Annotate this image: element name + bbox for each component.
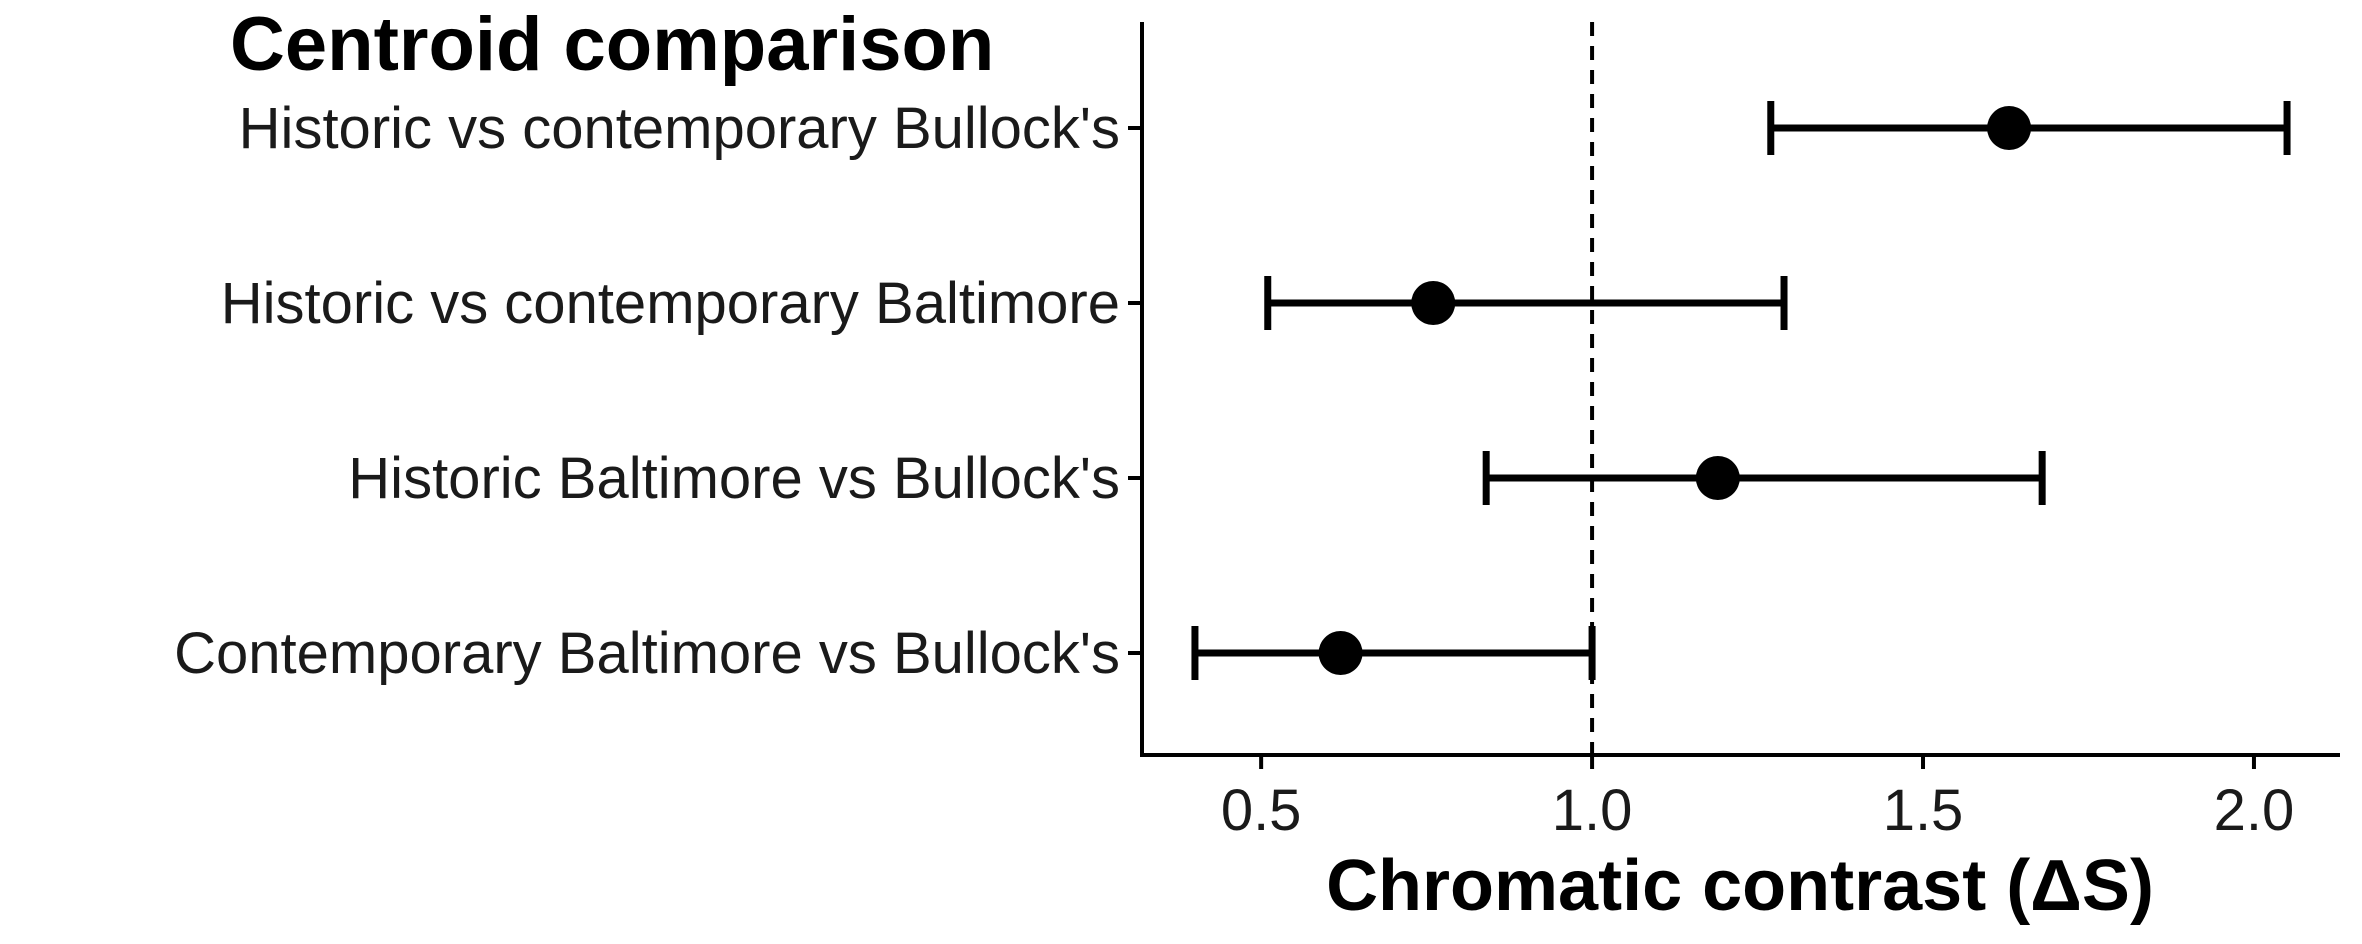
estimate-group bbox=[1264, 276, 1788, 330]
estimate-point bbox=[1695, 456, 1740, 500]
estimate-group bbox=[1767, 101, 2291, 155]
category-label: Contemporary Baltimore vs Bullock's bbox=[174, 621, 1120, 686]
x-ticks: 0.5 1.0 1.5 2.0 bbox=[1221, 755, 2294, 843]
x-axis-title: Chromatic contrast (ΔS) bbox=[1326, 846, 2154, 926]
estimate-point bbox=[1411, 281, 1456, 325]
estimate-group bbox=[1191, 626, 1596, 680]
category-labels: Historic vs contemporary Bullock's Histor… bbox=[174, 96, 1142, 686]
x-tick-label: 1.0 bbox=[1552, 778, 1633, 843]
estimate-point bbox=[1987, 106, 2032, 150]
estimate-point bbox=[1318, 631, 1363, 675]
estimate-group bbox=[1482, 451, 2046, 505]
x-tick-label: 2.0 bbox=[2214, 778, 2295, 843]
category-label: Historic vs contemporary Baltimore bbox=[221, 271, 1120, 336]
x-tick-label: 0.5 bbox=[1221, 778, 1302, 843]
category-label: Historic Baltimore vs Bullock's bbox=[348, 446, 1120, 511]
x-tick-label: 1.5 bbox=[1883, 778, 1964, 843]
axes bbox=[1140, 22, 2340, 757]
chart-title: Centroid comparison bbox=[230, 2, 994, 87]
category-label: Historic vs contemporary Bullock's bbox=[239, 96, 1120, 161]
data-marks bbox=[1191, 101, 2291, 680]
